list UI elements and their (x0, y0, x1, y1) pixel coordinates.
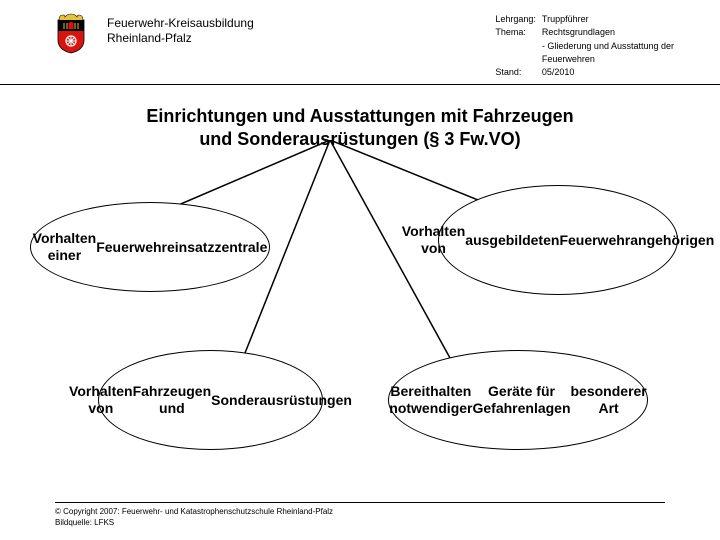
meta-stand-label: Stand: (495, 67, 540, 78)
bubble-b3: Vorhalten vonFahrzeugen undSonderausrüst… (98, 350, 323, 450)
footer-divider (55, 502, 665, 503)
meta-thema-value3: Feuerwehren (542, 54, 678, 65)
meta-stand-value: 05/2010 (542, 67, 678, 78)
organization-name: Feuerwehr-Kreisausbildung Rheinland-Pfal… (107, 16, 254, 46)
meta-thema-value1: Rechtsgrundlagen (542, 27, 678, 38)
org-line2: Rheinland-Pfalz (107, 31, 254, 46)
copyright: © Copyright 2007: Feuerwehr- und Katastr… (55, 507, 665, 517)
bubble-b1: Vorhalten einerFeuerwehreinsatzzentrale (30, 202, 270, 292)
footer: © Copyright 2007: Feuerwehr- und Katastr… (0, 502, 720, 528)
title-line1: Einrichtungen und Ausstattungen mit Fahr… (146, 106, 573, 126)
rlp-crest-icon (55, 12, 87, 54)
header: Feuerwehr-Kreisausbildung Rheinland-Pfal… (0, 0, 720, 85)
bubble-b4: Bereithalten notwendigerGeräte für Gefah… (388, 350, 648, 450)
meta-lehrgang-value: Truppführer (542, 14, 678, 25)
diagram: Vorhalten einerFeuerwehreinsatzzentrale V… (0, 140, 720, 470)
meta-thema-label: Thema: (495, 27, 540, 38)
meta-thema-value2: - Gliederung und Ausstattung der (542, 41, 678, 52)
org-line1: Feuerwehr-Kreisausbildung (107, 16, 254, 31)
bubble-b2: Vorhalten vonausgebildetenFeuerwehrangeh… (438, 185, 678, 295)
bildquelle: Bildquelle: LFKS (55, 518, 665, 528)
meta-lehrgang-label: Lehrgang: (495, 14, 540, 25)
header-meta: Lehrgang: Truppführer Thema: Rechtsgrund… (493, 12, 680, 80)
